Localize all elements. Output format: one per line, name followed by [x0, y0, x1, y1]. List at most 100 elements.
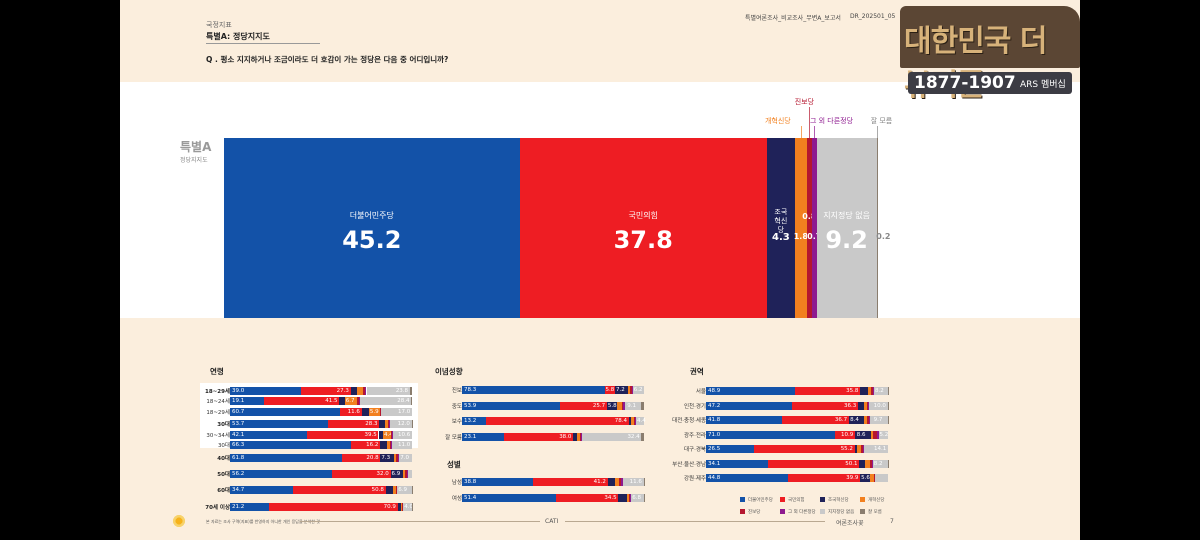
legend-label-progressive: 진보당 [748, 509, 761, 515]
legend-label-ppp: 국민의힘 [788, 497, 805, 503]
main-bar-callout-line-other [814, 126, 816, 138]
legend-label-none: 지지정당 없음 [828, 509, 855, 515]
panel-region-segment-progressive [871, 387, 873, 395]
panel-ideology-segment-progressive [621, 401, 624, 410]
panel-region-segment-rebuild [848, 416, 865, 424]
panel-gender-value-dem: 38.8 [464, 479, 477, 485]
panel-region-row-label: 강원·제주 [684, 476, 706, 482]
panel-region-segment-rebuild [860, 387, 868, 395]
panel-region-segment-rebuild [860, 474, 871, 482]
panel-age-segment-reform [400, 502, 402, 511]
panel-age-segment-other [406, 470, 408, 479]
header-rule [206, 43, 320, 44]
panel-gender-row-bar: 38.8 41.2 11.6 [462, 478, 644, 486]
panel-ideology-segment-dem [462, 401, 561, 410]
panel-ideology-row-label: 보수 [451, 419, 462, 425]
panel-age-segment-none [360, 397, 412, 406]
panel-ideology-value-dem: 23.1 [464, 433, 477, 440]
main-bar-value-rebuild: 4.3 [772, 232, 790, 243]
panel-ideology-value-rebuild: 7.2 [616, 387, 625, 393]
panel-age-value-none: 10.6 [398, 431, 411, 438]
panel-ideology-value-ppp: 25.7 [592, 402, 606, 409]
panel-ideology-segment-other [623, 401, 625, 410]
panel-region-segment-progressive [861, 445, 863, 453]
main-bar-segment-rebuild [766, 138, 795, 318]
panel-title-age: 연령 [210, 367, 224, 376]
panel-age-segment-reform [383, 430, 392, 439]
panel-gender-row-bar: 51.4 34.5 6.8 [462, 493, 644, 502]
panel-age-segment-rebuild [390, 470, 404, 479]
panel-gender-segment-ppp [532, 478, 608, 486]
panel-ideology-segment-dem [462, 386, 605, 394]
panel-age-segment-reform [387, 441, 391, 449]
panel-region-value-ppp: 35.8 [846, 388, 859, 394]
main-bar-segment-ppp [519, 138, 767, 318]
panel-region-segment-other [874, 474, 876, 482]
panel-region-segment-none [878, 430, 888, 439]
panel-age-segment-ppp [332, 470, 391, 479]
legend-swatch-progressive [740, 509, 745, 514]
panel-ideology-value-rebuild: 5.8 [607, 402, 617, 409]
main-bar-value-progressive: 0.8 [802, 212, 817, 221]
panel-age-value-dem: 42.1 [232, 431, 245, 438]
panel-age-row-bar: 53.7 28.3 12.0 [230, 420, 412, 429]
panel-ideology-segment-reform [576, 432, 580, 441]
panel-ideology-segment-ppp [604, 386, 616, 394]
panel-ideology-value-ppp: 5.8 [605, 387, 615, 393]
legend-swatch-reform [860, 497, 865, 502]
panel-region-row-bar: 71.0 10.9 8.6 5.2 [706, 430, 888, 439]
panel-age-segment-ppp [327, 420, 380, 429]
panel-age-segment-progressive [379, 407, 381, 416]
panel-age-value-ppp: 50.8 [371, 487, 384, 494]
panel-ideology-segment-other [581, 432, 583, 441]
panel-age-row-bar: 39.0 27.3 23.8 [230, 387, 412, 395]
panel-region-segment-dem [706, 430, 836, 439]
panel-age-value-none: 28.4 [397, 398, 410, 405]
panel-age-segment-ppp [340, 407, 362, 416]
legend-label-dk: 잘 모름 [868, 509, 882, 515]
report-page: 국정지표 특별A: 정당지지도 Q . 평소 지지하거나 조금이라도 더 호감이… [120, 0, 1080, 540]
panel-age-segment-none [366, 387, 410, 395]
panel-age-segment-progressive [356, 397, 359, 406]
panel-gender-value-dem: 51.4 [464, 494, 477, 501]
panel-region-row-bar: 41.8 36.7 8.4 9.7 [706, 416, 888, 424]
panel-age-value-dem: 19.1 [232, 398, 245, 405]
panel-region-value-rebuild: 8.4 [850, 417, 859, 423]
main-bar-callout-progressive: 진보당 [794, 98, 815, 106]
main-bar-value-reform: 1.8 [793, 232, 808, 241]
panel-region-segment-reform [865, 459, 870, 468]
panel-region-value-none: 8.2 [874, 388, 884, 394]
panel-age-segment-dk [409, 387, 412, 395]
panel-region-segment-other [877, 430, 879, 439]
panel-age-value-none: 7.0 [400, 454, 409, 461]
panel-ideology-value-ppp: 38.0 [559, 433, 572, 440]
panel-region-row-bar: 48.9 35.8 8.2 [706, 387, 888, 395]
panel-gender-segment-reform [614, 478, 620, 486]
panel-age-segment-reform [368, 407, 380, 416]
panel-age-row-bar: 42.1 39.5 4.4 10.6 [230, 430, 412, 439]
panel-age-segment-other [391, 430, 393, 439]
panel-region-segment-none [873, 387, 888, 395]
header-category: 국정지표 [206, 21, 232, 29]
panel-region-segment-other [868, 401, 870, 410]
panel-age-segment-dem [230, 470, 333, 479]
panel-ideology-segment-rebuild [606, 401, 618, 410]
panel-age-segment-rebuild [379, 420, 386, 429]
panel-ideology-segment-rebuild [573, 432, 577, 441]
header-title: 특별A: 정당지지도 [206, 32, 270, 41]
panel-ideology-segment-dk [641, 401, 644, 410]
panel-gender-segment-progressive [619, 478, 622, 486]
panel-region-segment-none [869, 401, 888, 410]
main-chart-title: 특별A [180, 140, 212, 154]
panel-region-segment-ppp [754, 445, 855, 453]
panel-age-segment-dem [230, 441, 351, 449]
panel-age-value-dem: 34.7 [232, 487, 245, 494]
main-bar-segment-other [811, 138, 817, 318]
panel-region-segment-other [868, 416, 870, 424]
panel-region-segment-dem [706, 445, 755, 453]
panel-gender-segment-ppp [555, 493, 619, 502]
panel-region-segment-dem [706, 474, 788, 482]
panel-age-value-ppp: 27.3 [336, 388, 349, 394]
panel-age-segment-reform [356, 387, 364, 395]
panel-ideology-segment-progressive [579, 432, 582, 441]
